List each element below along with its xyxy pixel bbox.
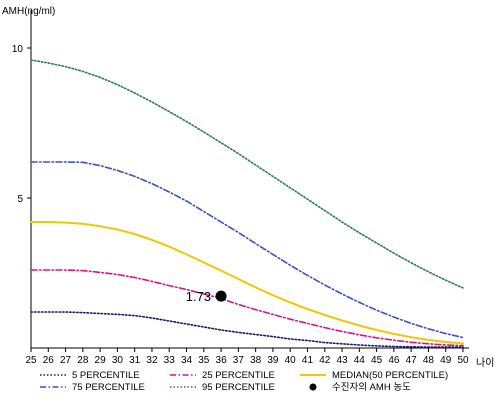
series-line-median-50-percentile- (30, 221, 464, 345)
x-tick-label: 36 (216, 355, 228, 366)
x-tick-label: 37 (233, 355, 245, 366)
y-axis-label: AMH(ng/ml) (2, 6, 55, 17)
x-tick-label: 27 (60, 355, 72, 366)
legend-label: 25 PERCENTILE (202, 370, 275, 381)
x-tick-label: 38 (250, 355, 262, 366)
series-line-25-percentile (30, 269, 464, 347)
x-tick-label: 28 (77, 355, 89, 366)
marker-layer: 1.73 (186, 289, 227, 304)
legend-item: 25 PERCENTILE (170, 370, 275, 381)
x-tick-label: 34 (181, 355, 193, 366)
x-tick-label: 32 (146, 355, 158, 366)
x-tick-label: 39 (267, 355, 279, 366)
series-line-95-percentile (30, 59, 464, 289)
x-tick-label: 35 (198, 355, 210, 366)
legend-label: 수진자의 AMH 농도 (332, 382, 411, 393)
series-layer (30, 59, 464, 348)
x-axis-label: 나이 (476, 357, 494, 369)
legend-item: 75 PERCENTILE (40, 382, 145, 393)
series-line-5-percentile (30, 311, 464, 348)
legend-item: 수진자의 AMH 농도 (309, 382, 411, 393)
legend-label: 5 PERCENTILE (72, 370, 140, 381)
patient-amh-value-label: 1.73 (186, 289, 211, 304)
x-tick-label: 47 (406, 355, 418, 366)
x-tick-label: 44 (354, 355, 366, 366)
axes: AMH(ng/ml) 나이 5 10 25 26 27 28 29 30 31 32 33 34 35 36 3… (2, 6, 494, 369)
legend-label: 95 PERCENTILE (202, 382, 275, 393)
x-tick-label: 31 (129, 355, 141, 366)
x-tick-label: 49 (440, 355, 452, 366)
x-tick-label: 29 (95, 355, 107, 366)
y-tick-label: 10 (12, 44, 24, 55)
legend-label: MEDIAN(50 PERCENTILE) (332, 370, 448, 381)
legend: 5 PERCENTILE 25 PERCENTILE MEDIAN(50 PERCE… (40, 370, 448, 393)
x-tick-label: 42 (319, 355, 331, 366)
x-tick-label: 25 (25, 355, 37, 366)
x-tick-label: 48 (423, 355, 435, 366)
x-tick-label: 45 (371, 355, 383, 366)
legend-item: 5 PERCENTILE (40, 370, 140, 381)
y-tick-label: 5 (17, 194, 23, 205)
x-tick-label: 30 (112, 355, 124, 366)
x-tick-label: 46 (388, 355, 400, 366)
x-tick-label: 26 (43, 355, 55, 366)
patient-amh-marker (215, 290, 227, 302)
x-tick-label: 50 (457, 355, 469, 366)
x-tick-label: 41 (302, 355, 314, 366)
x-tick-label: 40 (285, 355, 297, 366)
series-line-75-percentile (30, 161, 464, 339)
legend-item: MEDIAN(50 PERCENTILE) (300, 370, 448, 381)
x-tick-label: 33 (164, 355, 176, 366)
legend-label: 75 PERCENTILE (72, 382, 145, 393)
legend-item: 95 PERCENTILE (170, 382, 275, 393)
legend-marker-swatch (309, 383, 317, 391)
x-tick-label: 43 (336, 355, 348, 366)
